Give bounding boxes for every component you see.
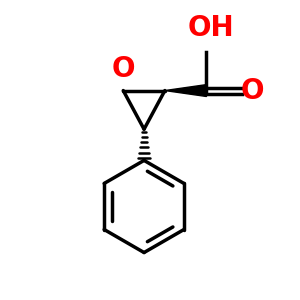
Text: O: O	[241, 76, 264, 105]
Text: O: O	[112, 55, 135, 83]
Polygon shape	[165, 85, 206, 97]
Text: OH: OH	[188, 14, 234, 41]
